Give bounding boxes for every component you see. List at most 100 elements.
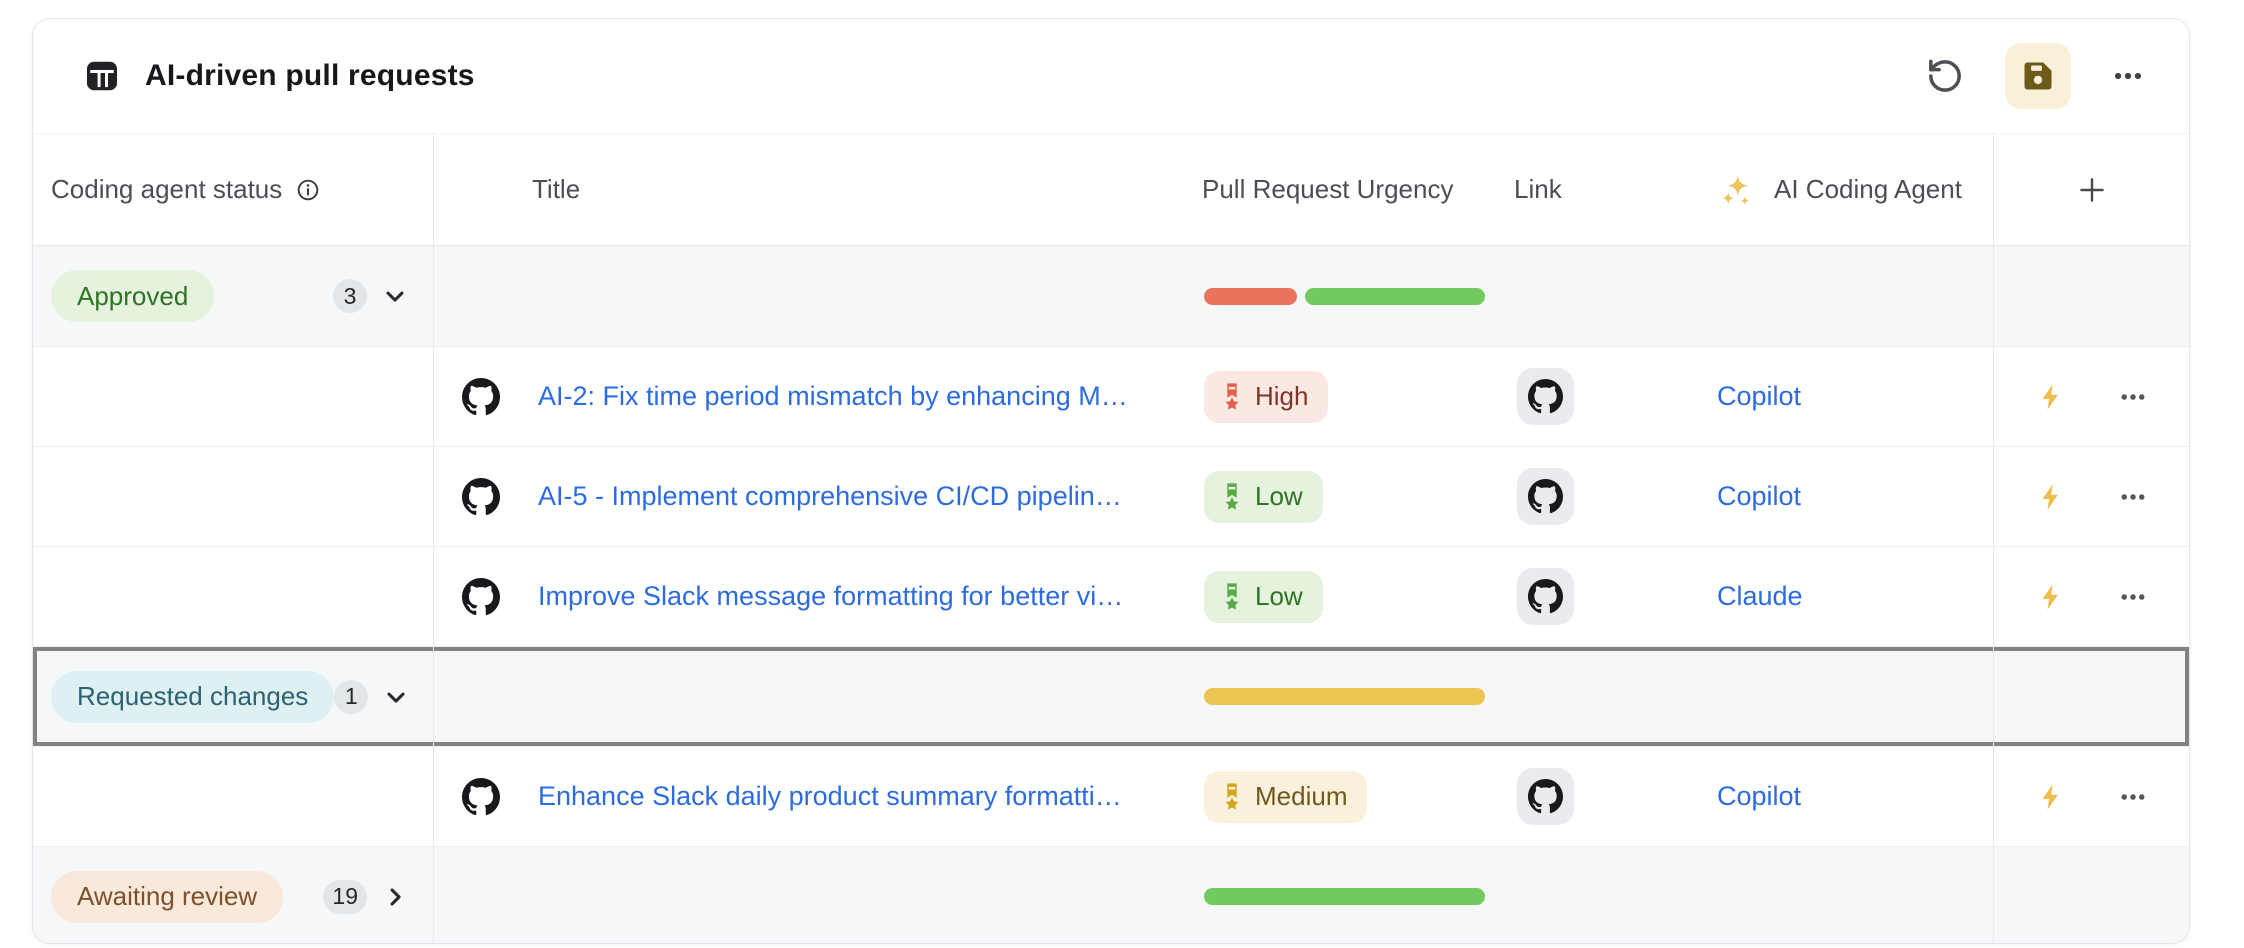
group-title-cell	[433, 647, 1186, 746]
title-cell[interactable]: Improve Slack message formatting for bet…	[433, 547, 1186, 646]
urgency-bar-high	[1204, 287, 1297, 305]
page-title: AI-driven pull requests	[145, 59, 475, 92]
column-label-agent: AI Coding Agent	[1774, 174, 1962, 204]
table-row: AI-2: Fix time period mismatch by enhanc…	[33, 346, 2189, 446]
automation-bolt-icon[interactable]	[2036, 582, 2066, 612]
column-header-status[interactable]: Coding agent status	[33, 134, 433, 245]
urgency-badge: Medium	[1204, 770, 1368, 823]
urgency-bar-low	[1204, 888, 1485, 905]
group-row-requested-changes[interactable]: Requested changes 1	[33, 646, 2189, 746]
automation-bolt-icon[interactable]	[2036, 382, 2066, 412]
grid-view-card: AI-driven pull requests Coding agent sta…	[32, 18, 2190, 944]
column-label-urgency: Pull Request Urgency	[1202, 174, 1454, 204]
column-header-link[interactable]: Link	[1498, 134, 1698, 245]
save-button[interactable]	[2005, 43, 2071, 109]
github-link-button[interactable]	[1517, 368, 1574, 425]
group-actions-cell	[1993, 246, 2189, 346]
urgency-cell[interactable]: Low	[1186, 547, 1498, 646]
github-icon	[462, 778, 500, 816]
group-link-cell	[1498, 847, 1698, 943]
title-bar: AI-driven pull requests	[33, 19, 2189, 133]
automation-bolt-icon[interactable]	[2036, 482, 2066, 512]
agent-cell: Copilot	[1698, 747, 1993, 846]
urgency-cell[interactable]: High	[1186, 347, 1498, 446]
group-row-approved[interactable]: Approved 3	[33, 246, 2189, 346]
github-link-button[interactable]	[1517, 568, 1574, 625]
pr-title-link[interactable]: AI-2: Fix time period mismatch by enhanc…	[538, 381, 1128, 411]
agent-link[interactable]: Claude	[1717, 581, 1803, 611]
urgency-label: Low	[1255, 581, 1303, 611]
agent-link[interactable]: Copilot	[1717, 481, 1802, 511]
link-cell	[1498, 447, 1698, 546]
urgency-bar-low	[1305, 287, 1485, 305]
pr-title-link[interactable]: Enhance Slack daily product summary form…	[538, 781, 1122, 811]
medal-icon	[1216, 481, 1248, 513]
urgency-bar-medium	[1204, 688, 1485, 705]
title-cell[interactable]: AI-2: Fix time period mismatch by enhanc…	[433, 347, 1186, 446]
column-header-agent[interactable]: AI Coding Agent	[1698, 134, 1993, 245]
status-cell[interactable]	[33, 447, 433, 546]
title-cell[interactable]: AI-5 - Implement comprehensive CI/CD pip…	[433, 447, 1186, 546]
add-column-header[interactable]	[1993, 134, 2189, 245]
link-cell	[1498, 747, 1698, 846]
urgency-badge: High	[1204, 370, 1329, 423]
grid-body: Approved 3 AI-2: Fix time period mismatc…	[33, 245, 2189, 943]
group-row-awaiting-review[interactable]: Awaiting review 19	[33, 846, 2189, 943]
agent-cell: Claude	[1698, 547, 1993, 646]
row-menu-icon[interactable]	[2118, 482, 2148, 512]
actions-cell	[1993, 547, 2189, 646]
group-count-badge: 19	[323, 879, 367, 914]
urgency-badge: Low	[1204, 570, 1323, 623]
column-header-title[interactable]: Title	[433, 134, 1186, 245]
chevron-down-icon[interactable]	[382, 683, 410, 711]
title-cell[interactable]: Enhance Slack daily product summary form…	[433, 747, 1186, 846]
column-header-row: Coding agent status Title Pull Request U…	[33, 133, 2189, 245]
urgency-label: Medium	[1255, 781, 1348, 811]
group-title-cell	[433, 246, 1186, 346]
actions-cell	[1993, 747, 2189, 846]
medal-icon	[1216, 781, 1248, 813]
status-cell[interactable]	[33, 747, 433, 846]
row-menu-icon[interactable]	[2118, 582, 2148, 612]
plus-icon	[2075, 173, 2109, 207]
undo-button[interactable]	[1925, 56, 1965, 96]
pr-title-link[interactable]: Improve Slack message formatting for bet…	[538, 581, 1124, 611]
row-menu-icon[interactable]	[2118, 782, 2148, 812]
agent-link[interactable]: Copilot	[1717, 781, 1802, 811]
urgency-cell[interactable]: Low	[1186, 447, 1498, 546]
column-header-urgency[interactable]: Pull Request Urgency	[1186, 134, 1498, 245]
chevron-down-icon[interactable]	[381, 282, 409, 310]
group-agent-cell	[1698, 647, 1993, 746]
automation-bolt-icon[interactable]	[2036, 782, 2066, 812]
more-options-button[interactable]	[2111, 59, 2145, 93]
group-actions-cell	[1993, 847, 2189, 943]
sparkles-icon	[1720, 173, 1754, 207]
urgency-badge: Low	[1204, 470, 1323, 523]
status-chip: Approved	[51, 270, 215, 322]
status-cell[interactable]	[33, 547, 433, 646]
status-chip: Awaiting review	[51, 870, 284, 923]
group-status-cell: Awaiting review 19	[33, 847, 433, 943]
table-row: Enhance Slack daily product summary form…	[33, 746, 2189, 846]
row-menu-icon[interactable]	[2118, 382, 2148, 412]
medal-icon	[1216, 381, 1248, 413]
urgency-label: High	[1255, 381, 1309, 411]
github-icon	[462, 578, 500, 616]
group-urgency-summary	[1186, 246, 1498, 346]
chevron-right-icon[interactable]	[381, 883, 409, 911]
status-cell[interactable]	[33, 347, 433, 446]
group-count-badge: 1	[334, 679, 369, 714]
github-link-button[interactable]	[1517, 768, 1574, 825]
group-link-cell	[1498, 647, 1698, 746]
table-row: AI-5 - Implement comprehensive CI/CD pip…	[33, 446, 2189, 546]
group-link-cell	[1498, 246, 1698, 346]
group-agent-cell	[1698, 847, 1993, 943]
info-icon[interactable]	[295, 177, 321, 203]
pr-title-link[interactable]: AI-5 - Implement comprehensive CI/CD pip…	[538, 481, 1122, 511]
actions-cell	[1993, 347, 2189, 446]
column-label-status: Coding agent status	[51, 174, 283, 204]
table-row: Improve Slack message formatting for bet…	[33, 546, 2189, 646]
urgency-cell[interactable]: Medium	[1186, 747, 1498, 846]
github-link-button[interactable]	[1517, 468, 1574, 525]
agent-link[interactable]: Copilot	[1717, 381, 1802, 411]
